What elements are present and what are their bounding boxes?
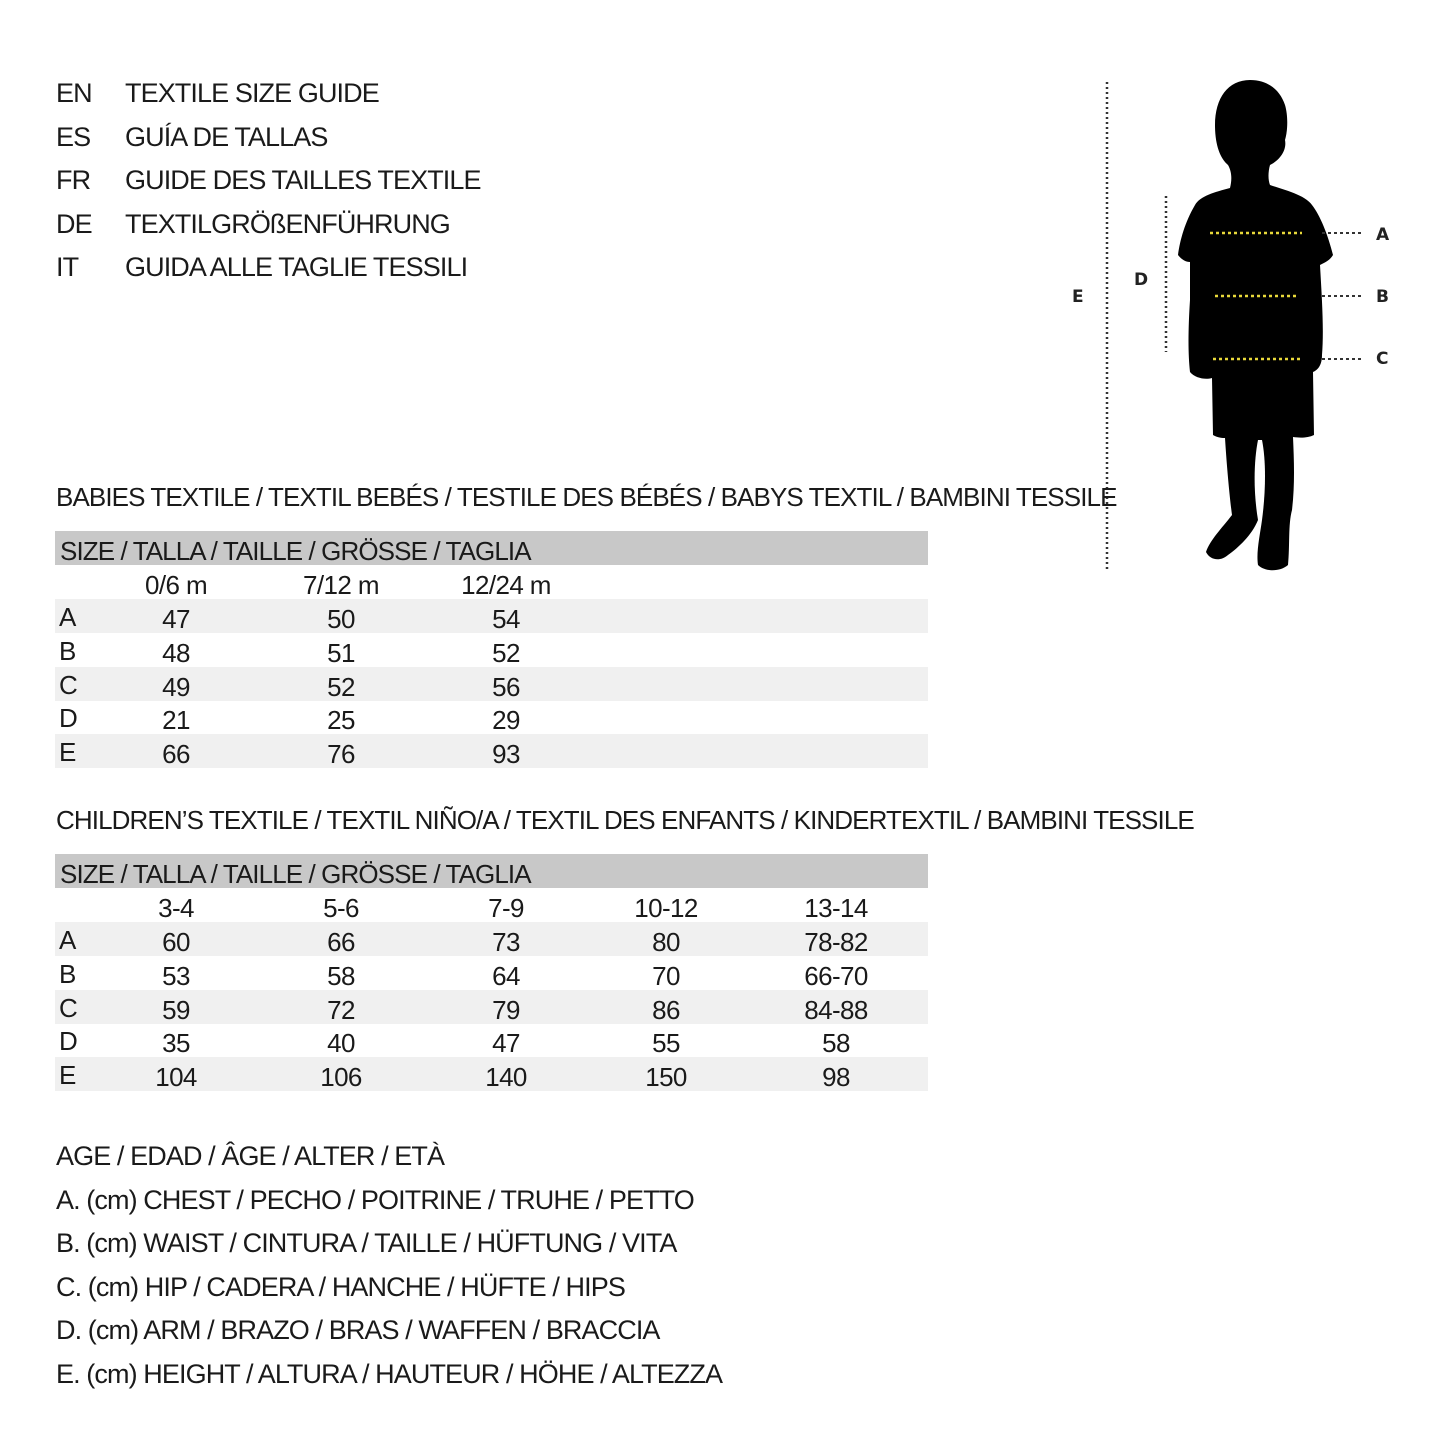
table-header-label: SIZE / TALLA / TAILLE / GRÖSSE / TAGLIA — [60, 536, 532, 566]
row-label: B — [59, 635, 77, 666]
table-header-label: SIZE / TALLA / TAILLE / GRÖSSE / TAGLIA — [60, 859, 532, 889]
table-cell: 21 — [162, 705, 190, 736]
table-cell: 47 — [162, 604, 190, 634]
table-cell: 52 — [492, 637, 520, 668]
table-cell: 47 — [492, 1028, 520, 1059]
label-b: B — [1376, 287, 1389, 307]
table-cell: 51 — [327, 637, 355, 668]
language-code: ES — [56, 121, 91, 152]
table-cell: 56 — [492, 671, 520, 702]
table-cell: 78-82 — [804, 927, 868, 957]
legend-item: B. (cm) WAIST / CINTURA / TAILLE / HÜFTU… — [56, 1228, 677, 1258]
table-cell: 104 — [155, 1062, 197, 1093]
guide-title: TEXTILGRÖßENFÜHRUNG — [125, 208, 451, 239]
legend-item: E. (cm) HEIGHT / ALTURA / HAUTEUR / HÖHE… — [56, 1358, 723, 1389]
table-row: E 66 76 93 — [55, 734, 928, 770]
table-cell: 52 — [327, 671, 355, 702]
guide-title: GUIDE DES TAILLES TEXTILE — [125, 165, 482, 195]
row-label: A — [59, 602, 77, 632]
label-e: E — [1072, 287, 1084, 307]
table-row: A 60 66 73 80 78-82 — [55, 922, 928, 957]
table-cell: 49 — [162, 671, 190, 702]
guide-title: GUÍA DE TALLAS — [125, 121, 328, 152]
column-header: 0/6 m — [144, 570, 208, 600]
table-cell: 66 — [162, 739, 190, 770]
table-cell: 70 — [652, 960, 680, 991]
table-cell: 60 — [162, 927, 190, 957]
table-cell: 64 — [492, 960, 520, 991]
table-cell: 106 — [320, 1062, 362, 1093]
label-c: C — [1376, 349, 1388, 369]
row-label: C — [59, 669, 78, 700]
language-code: IT — [56, 252, 79, 282]
table-cell: 150 — [645, 1062, 687, 1093]
language-code: DE — [56, 208, 93, 239]
table-cell: 86 — [652, 994, 680, 1025]
table-cell: 79 — [492, 994, 520, 1025]
table-cell: 40 — [327, 1028, 355, 1059]
language-code: FR — [56, 165, 91, 195]
column-header: 10-12 — [634, 893, 698, 923]
child-silhouette — [1178, 80, 1333, 571]
row-label: B — [59, 958, 77, 989]
child-measurement-figure: A B C D E — [1072, 80, 1390, 571]
row-label: C — [59, 992, 78, 1023]
table-cell: 66-70 — [804, 960, 868, 991]
table-cell: 84-88 — [804, 994, 868, 1025]
label-a: A — [1376, 225, 1390, 245]
table-cell: 73 — [492, 927, 520, 957]
table-cell: 55 — [652, 1028, 680, 1059]
table-row: E 104 106 140 150 98 — [55, 1057, 928, 1093]
table-cell: 58 — [822, 1028, 850, 1059]
table-cell: 58 — [327, 960, 355, 991]
table-header-band: SIZE / TALLA / TAILLE / GRÖSSE / TAGLIA — [55, 531, 928, 566]
legend-item: C. (cm) HIP / CADERA / HANCHE / HÜFTE / … — [56, 1271, 626, 1302]
table-cell: 72 — [327, 994, 355, 1025]
babies-section-title: BABIES TEXTILE / TEXTIL BEBÉS / TESTILE … — [56, 482, 1117, 512]
table-row: B 48 51 52 — [55, 633, 928, 668]
children-section-title: CHILDREN’S TEXTILE / TEXTIL NIÑO/A / TEX… — [56, 805, 1195, 835]
table-row: B 53 58 64 70 66-70 — [55, 956, 928, 991]
table-row: A 47 50 54 — [55, 599, 928, 634]
row-label: A — [59, 925, 77, 955]
table-cell: 98 — [822, 1062, 850, 1093]
legend-item: A. (cm) CHEST / PECHO / POITRINE / TRUHE… — [56, 1184, 695, 1215]
label-d: D — [1134, 270, 1148, 290]
column-header: 3-4 — [158, 893, 194, 923]
column-header: 7-9 — [488, 893, 524, 923]
column-header-row: 3-4 5-6 7-9 10-12 13-14 — [55, 888, 928, 923]
row-label: E — [59, 1060, 77, 1091]
table-row: C 59 72 79 86 84-88 — [55, 989, 928, 1025]
legend-item: AGE / EDAD / ÂGE / ALTER / ETÀ — [56, 1141, 445, 1171]
table-cell: 76 — [327, 739, 355, 770]
row-label: E — [59, 737, 77, 768]
table-row: D 35 40 47 55 58 — [55, 1023, 928, 1059]
table-row: C 49 52 56 — [55, 666, 928, 702]
legend-item: D. (cm) ARM / BRAZO / BRAS / WAFFEN / BR… — [56, 1315, 660, 1345]
table-cell: 93 — [492, 739, 520, 770]
language-code: EN — [56, 78, 93, 108]
table-header-band: SIZE / TALLA / TAILLE / GRÖSSE / TAGLIA — [55, 854, 928, 889]
table-cell: 80 — [652, 927, 680, 957]
column-header: 7/12 m — [303, 570, 379, 600]
table-cell: 35 — [162, 1028, 190, 1059]
table-cell: 54 — [492, 604, 520, 634]
table-cell: 25 — [327, 705, 355, 736]
column-header: 13-14 — [804, 893, 868, 923]
row-label: D — [59, 1026, 78, 1057]
column-header-row: 0/6 m 7/12 m 12/24 m — [55, 565, 928, 600]
table-cell: 48 — [162, 637, 190, 668]
guide-title: TEXTILE SIZE GUIDE — [125, 78, 380, 108]
table-row: D 21 25 29 — [55, 700, 928, 736]
column-header: 12/24 m — [461, 570, 551, 600]
table-cell: 50 — [327, 604, 355, 634]
table-cell: 66 — [327, 927, 355, 957]
table-cell: 59 — [162, 994, 190, 1025]
table-cell: 29 — [492, 705, 520, 736]
table-cell: 53 — [162, 960, 190, 991]
table-cell: 140 — [485, 1062, 527, 1093]
column-header: 5-6 — [323, 893, 359, 923]
row-label: D — [59, 703, 78, 734]
guide-title: GUIDA ALLE TAGLIE TESSILI — [125, 252, 468, 282]
